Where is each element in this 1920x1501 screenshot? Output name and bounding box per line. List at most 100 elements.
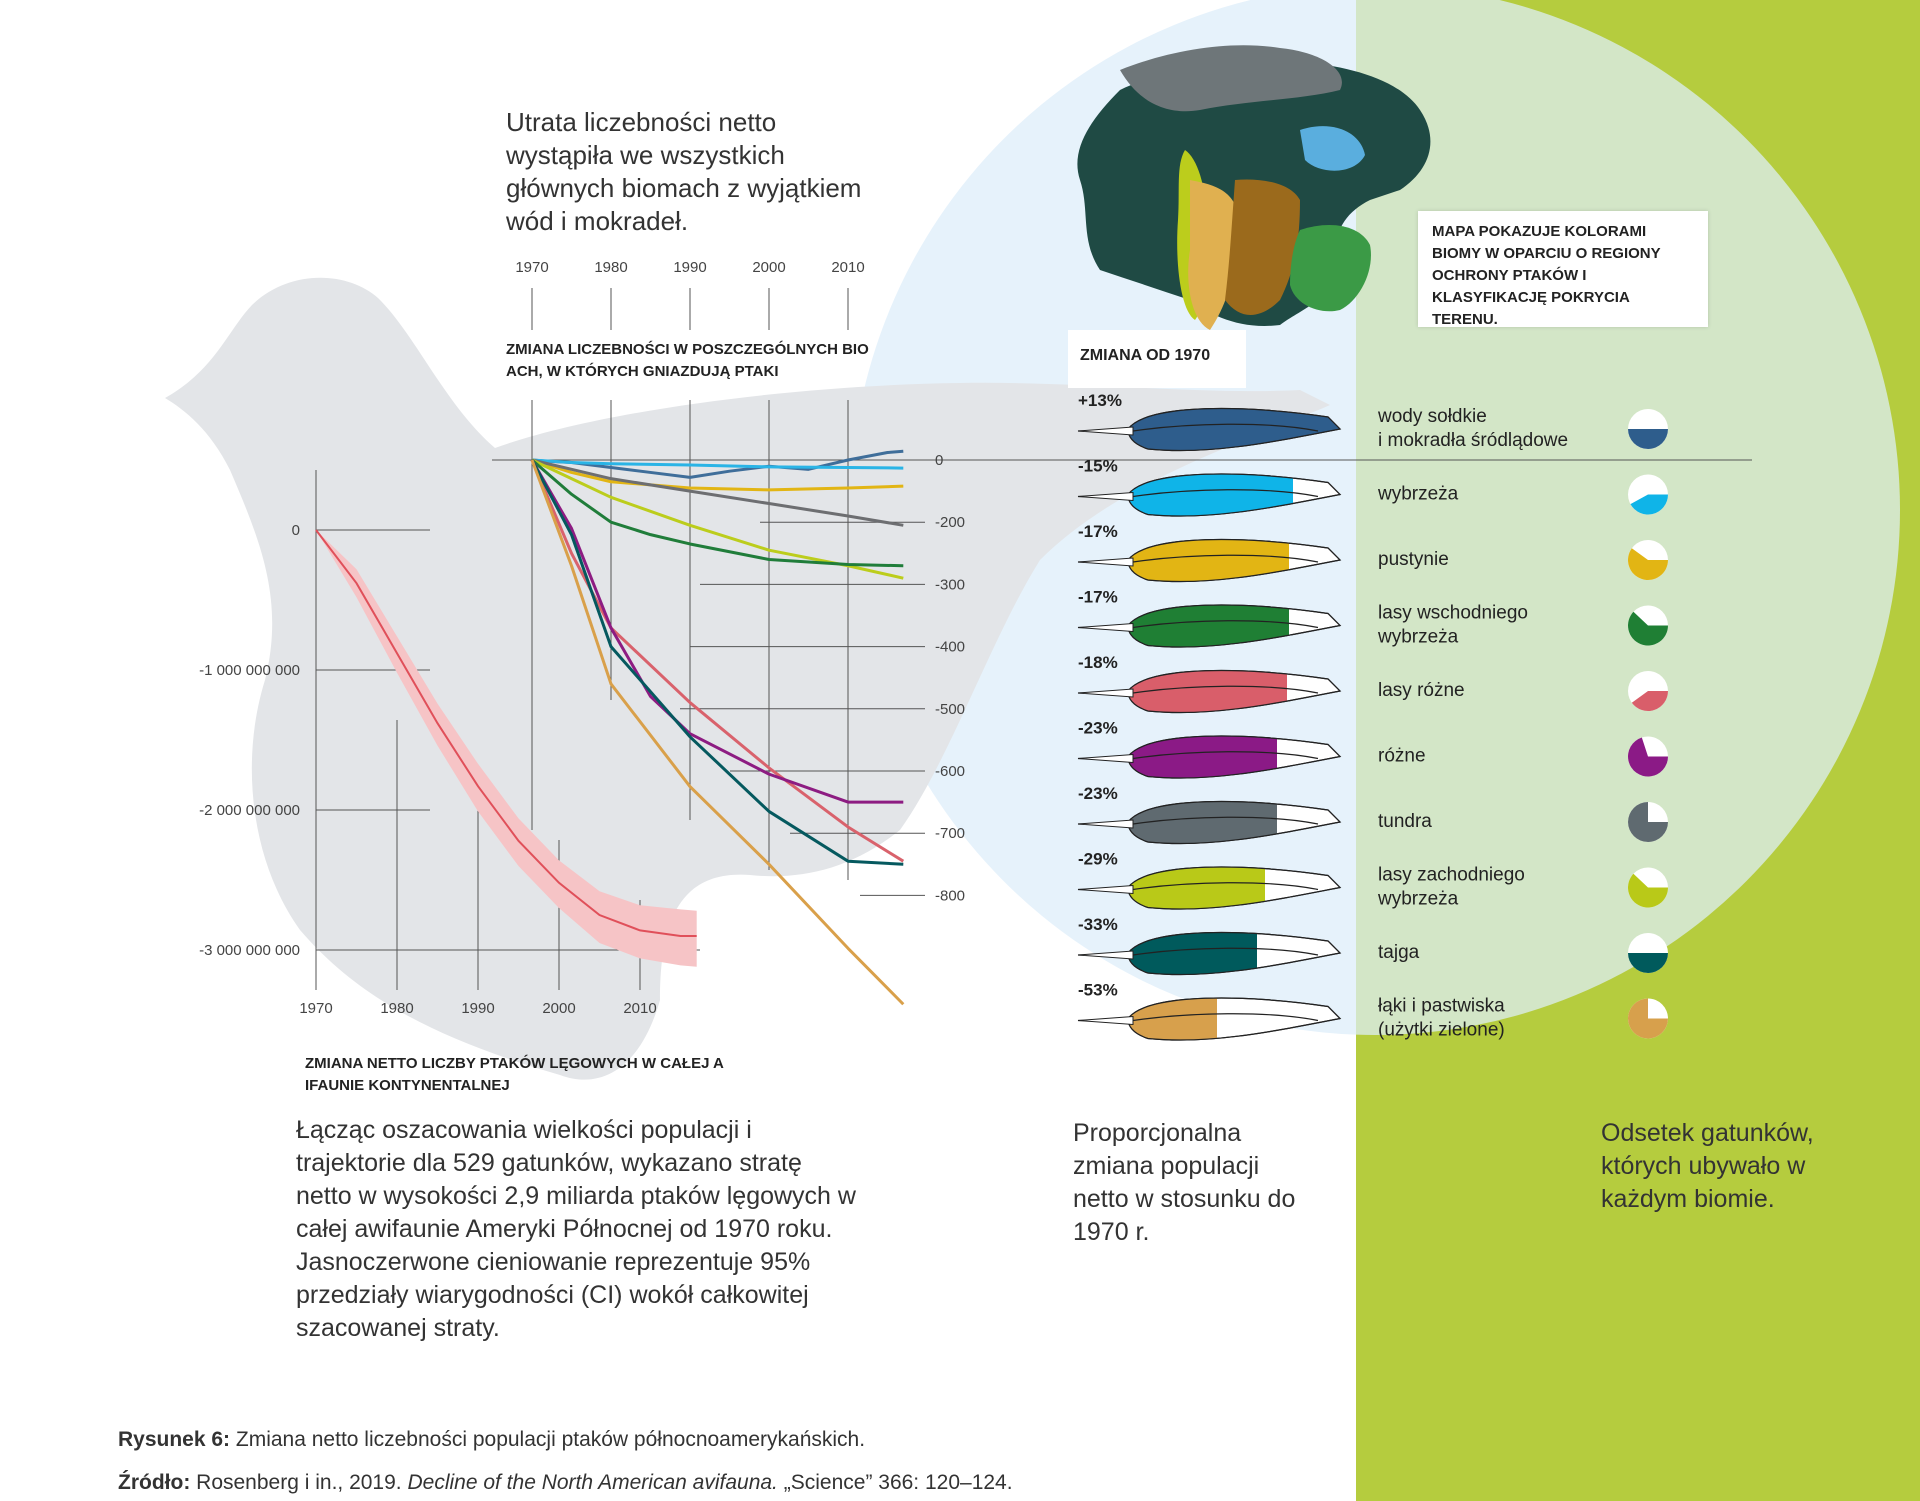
feather-shaft (1078, 1013, 1319, 1022)
biome-y-tick-label: -400 (935, 639, 965, 656)
map-tundra-region (1120, 45, 1342, 112)
biome-x-tick-label: 1970 (515, 259, 548, 276)
feather-fill-bar (1128, 736, 1277, 779)
net-x-tick-label: 1990 (461, 1000, 494, 1017)
pie-decline-slice (1628, 953, 1668, 973)
net-x-tick-label: 1970 (299, 1000, 332, 1017)
biome-label: (użytki zielone) (1378, 1020, 1505, 1041)
biome-label: tajga (1378, 942, 1420, 963)
pie-decline-slice (1628, 548, 1668, 581)
feather-quill (1077, 426, 1134, 436)
pie-decline-slice (1628, 429, 1668, 449)
biome-y-tick-label: -600 (935, 763, 965, 780)
feather-change-label: -18% (1078, 653, 1118, 672)
source-title: Decline of the North American avifauna. (407, 1471, 778, 1494)
feather-change-label: -33% (1078, 915, 1118, 934)
biome-y-tick-label: -200 (935, 514, 965, 531)
feather-change-chart: +13% -15% -17% -17% -18% -23% -23% -29% -33% -53% (1077, 391, 1342, 1041)
feather-fill-bar (1128, 670, 1287, 713)
biome-x-tick-label: 2010 (831, 259, 864, 276)
figure-source: Źródło: Rosenberg i in., 2019. Decline o… (118, 1471, 1013, 1495)
feather-fill-bar (1128, 867, 1265, 910)
feather-change-label: -53% (1078, 981, 1118, 1000)
feather-shaft (1078, 423, 1319, 432)
pie-note: Odsetek gatunków, których ubywało w każd… (1601, 1119, 1814, 1213)
biome-label: wybrzeża (1377, 889, 1459, 910)
net-x-tick-label: 1980 (380, 1000, 413, 1017)
net-x-tick-label: 2000 (542, 1000, 575, 1017)
feather-quill (1077, 753, 1134, 764)
intro-text: Utrata liczebności netto wystąpiła we ws… (506, 107, 862, 236)
biome-label: wody sołdkie (1377, 406, 1487, 427)
feather-border (1127, 997, 1342, 1041)
feather-quill (1077, 1015, 1134, 1026)
feather-shaft (1078, 620, 1319, 629)
biome-label: i mokradła śródlądowe (1378, 430, 1568, 451)
feather-fill-bar (1128, 474, 1293, 517)
feather-quill (1077, 557, 1134, 567)
feather-note: Proporcjonalna zmiana populacji netto w … (1073, 1119, 1296, 1246)
feather-quill (1077, 819, 1134, 829)
feather-shaft (1078, 751, 1319, 760)
biome-chart-title: ACH, W KTÓRYCH GNIAZDUJĄ PTAKI (506, 362, 779, 380)
feather-fill-bar (1128, 408, 1340, 451)
net-y-tick-label: -3 000 000 000 (199, 942, 300, 959)
change-header: ZMIANA OD 1970 (1080, 347, 1211, 364)
feather-border (1127, 931, 1342, 976)
pie-decline-slice (1628, 737, 1668, 777)
net-y-tick-label: -1 000 000 000 (199, 662, 300, 679)
feather-border (1127, 669, 1342, 714)
pie-decline-slice (1628, 998, 1668, 1039)
caption-text: Zmiana netto liczebności populacji ptakó… (235, 1428, 866, 1451)
feather-fill-bar (1128, 932, 1257, 975)
map-note-text: MAPA POKAZUJE KOLORAMI BIOMY W OPARCIU O… (1432, 223, 1661, 328)
biome-series-line (530, 459, 905, 1006)
feather-border (1127, 800, 1342, 845)
map-grassland-region (1225, 179, 1300, 315)
biome-y-tick-label: -500 (935, 701, 965, 718)
feather-quill (1077, 688, 1134, 698)
map-east-forest-region (1290, 225, 1371, 312)
feather-fill-bar (1128, 801, 1277, 844)
biome-label: lasy wschodniego (1378, 603, 1528, 624)
feather-change-label: -15% (1078, 457, 1118, 476)
biome-label: łąki i pastwiska (1378, 996, 1505, 1017)
biome-label: lasy różne (1378, 680, 1465, 701)
feather-fill-bar (1128, 998, 1217, 1041)
pie-decline-slice (1628, 802, 1668, 842)
feather-border (1127, 604, 1342, 648)
net-chart-title: ZMIANA NETTO LICZBY PTAKÓW LĘGOWYCH W CA… (305, 1054, 724, 1072)
biome-series-line (531, 458, 904, 470)
feather-shaft (1078, 554, 1319, 563)
feather-fill-bar (1128, 605, 1289, 648)
feather-change-label: -23% (1078, 719, 1118, 738)
feather-quill (1077, 884, 1134, 895)
biome-series-line (530, 459, 905, 863)
feather-shaft (1078, 685, 1319, 694)
source-authors: Rosenberg i in., 2019. (196, 1471, 402, 1494)
net-change-chart: 0 -1 000 000 000 -2 000 000 000 -3 000 000 … (199, 470, 724, 1094)
net-chart-description: Łącząc oszacowania wielkości populacji i… (296, 1116, 856, 1342)
bird-silhouette (165, 277, 1330, 1080)
feather-shaft (1078, 489, 1319, 498)
biome-x-tick-label: 2000 (752, 259, 785, 276)
figure-caption: Rysunek 6: Zmiana netto liczebności popu… (118, 1428, 865, 1452)
net-y-tick-label: -2 000 000 000 (199, 802, 300, 819)
feather-shaft (1078, 882, 1319, 891)
net-confidence-band (316, 530, 697, 967)
feather-change-label: -17% (1078, 522, 1118, 541)
feather-fill-bar (1128, 539, 1289, 582)
biome-label: wybrzeża (1377, 484, 1459, 505)
biome-label: lasy zachodniego (1378, 865, 1525, 886)
feather-border (1127, 407, 1342, 452)
source-journal: „Science” 366: 120–124. (783, 1471, 1013, 1494)
feather-border (1127, 538, 1342, 583)
source-label: Źródło: (118, 1471, 191, 1494)
biome-series-line (531, 458, 904, 527)
pie-decline-slice (1628, 611, 1668, 646)
feather-quill (1077, 491, 1134, 502)
pie-decline-slice (1628, 873, 1668, 908)
biome-x-tick-label: 1990 (673, 259, 706, 276)
feather-quill (1077, 950, 1134, 960)
